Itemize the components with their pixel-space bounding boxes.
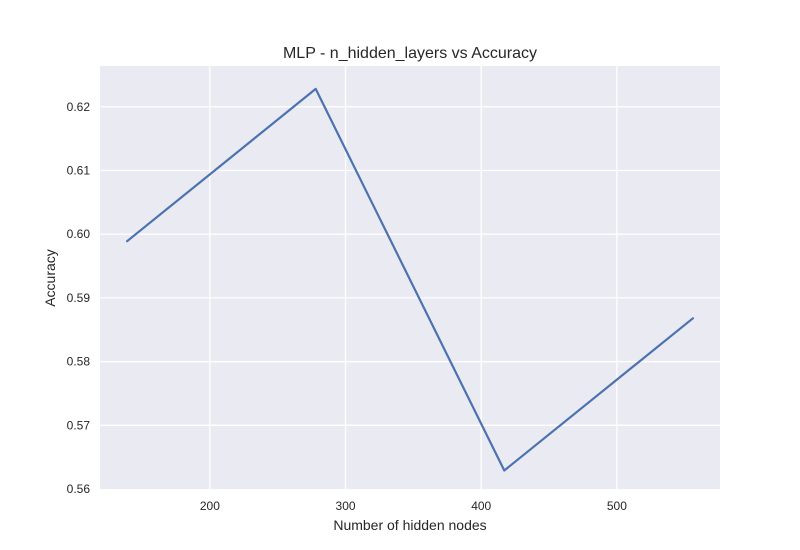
y-tick-label: 0.57 [67,418,91,432]
chart-title: MLP - n_hidden_layers vs Accuracy [283,45,537,62]
y-tick-label: 0.62 [67,100,91,114]
accuracy-series-line [125,87,695,472]
x-tick-label: 500 [607,499,627,513]
x-tick-labels: 200 300 400 500 [200,499,627,513]
y-tick-label: 0.60 [67,227,91,241]
x-tick-label: 400 [471,499,491,513]
y-tick-label: 0.61 [67,163,91,177]
y-tick-label: 0.59 [67,291,91,305]
y-axis-label: Accuracy [42,249,58,307]
series-group [125,87,695,472]
grid-lines [100,66,720,489]
x-axis-label: Number of hidden nodes [333,517,486,533]
y-tick-label: 0.58 [67,355,91,369]
y-tick-label: 0.56 [67,482,91,496]
y-tick-labels: 0.56 0.57 0.58 0.59 0.60 0.61 0.62 [67,100,91,496]
x-tick-label: 200 [200,499,220,513]
x-tick-label: 300 [336,499,356,513]
